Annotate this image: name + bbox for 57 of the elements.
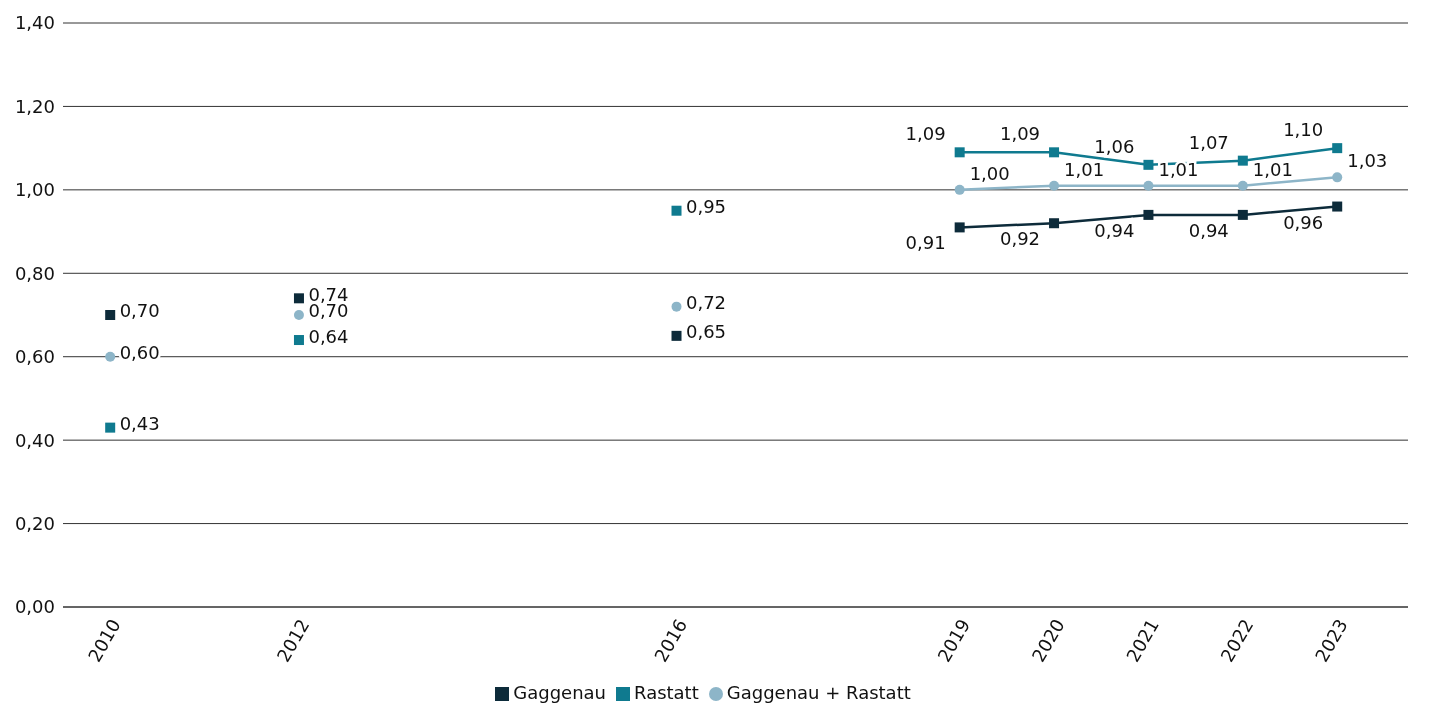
point xyxy=(1049,147,1060,158)
point xyxy=(105,310,116,320)
data-label: 0,70 xyxy=(119,300,160,322)
data-label: 0,72 xyxy=(686,292,727,314)
point xyxy=(1049,180,1060,191)
legend-label: Gaggenau xyxy=(513,682,607,703)
point xyxy=(954,184,965,195)
point xyxy=(1237,209,1248,220)
point xyxy=(1143,180,1154,191)
y-tick-label: 1,20 xyxy=(14,95,55,117)
point xyxy=(1143,159,1154,170)
point xyxy=(105,351,116,362)
y-tick-label: 0,60 xyxy=(14,346,55,368)
data-label: 1,03 xyxy=(1347,150,1388,172)
point xyxy=(105,422,116,433)
point xyxy=(1237,155,1248,166)
data-label: 1,00 xyxy=(969,162,1010,184)
data-label: 1,01 xyxy=(1064,158,1105,180)
point xyxy=(1049,218,1060,229)
data-label: 0,65 xyxy=(686,321,727,343)
y-tick-label: 0,80 xyxy=(14,262,55,284)
point xyxy=(954,222,965,233)
data-label: 0,64 xyxy=(308,325,349,347)
data-label: 0,74 xyxy=(308,283,349,305)
point xyxy=(1237,180,1248,191)
point xyxy=(293,310,304,320)
y-tick-label: 0,40 xyxy=(14,429,55,451)
data-label: 1,01 xyxy=(1158,158,1199,180)
y-tick-label: 0,00 xyxy=(14,596,55,618)
data-label: 0,94 xyxy=(1188,219,1229,241)
data-label: 1,09 xyxy=(999,123,1041,145)
data-label: 0,95 xyxy=(686,196,727,218)
data-label: 1,10 xyxy=(1283,119,1324,141)
point xyxy=(671,205,682,216)
point xyxy=(293,335,304,346)
data-label: 0,96 xyxy=(1283,211,1324,233)
data-label: 1,01 xyxy=(1252,158,1293,180)
point xyxy=(293,293,304,304)
y-tick-label: 0,20 xyxy=(14,512,55,534)
data-label: 0,91 xyxy=(905,232,946,254)
point xyxy=(671,301,682,312)
data-label: 1,06 xyxy=(1094,135,1135,157)
point xyxy=(954,147,965,158)
point xyxy=(1332,201,1343,212)
data-label: 0,43 xyxy=(119,413,160,435)
y-tick-label: 1,00 xyxy=(14,179,55,201)
point xyxy=(1143,209,1154,220)
y-tick-label: 1,40 xyxy=(14,12,55,34)
legend-label: Gaggenau + Rastatt xyxy=(726,682,911,703)
point xyxy=(671,330,682,341)
data-label: 1,09 xyxy=(905,123,946,145)
legend-label: Rastatt xyxy=(634,682,699,703)
point xyxy=(1332,143,1343,154)
data-label: 0,92 xyxy=(999,228,1041,250)
point xyxy=(1332,172,1343,183)
data-label: 1,07 xyxy=(1188,131,1229,153)
data-label: 0,94 xyxy=(1094,219,1135,241)
